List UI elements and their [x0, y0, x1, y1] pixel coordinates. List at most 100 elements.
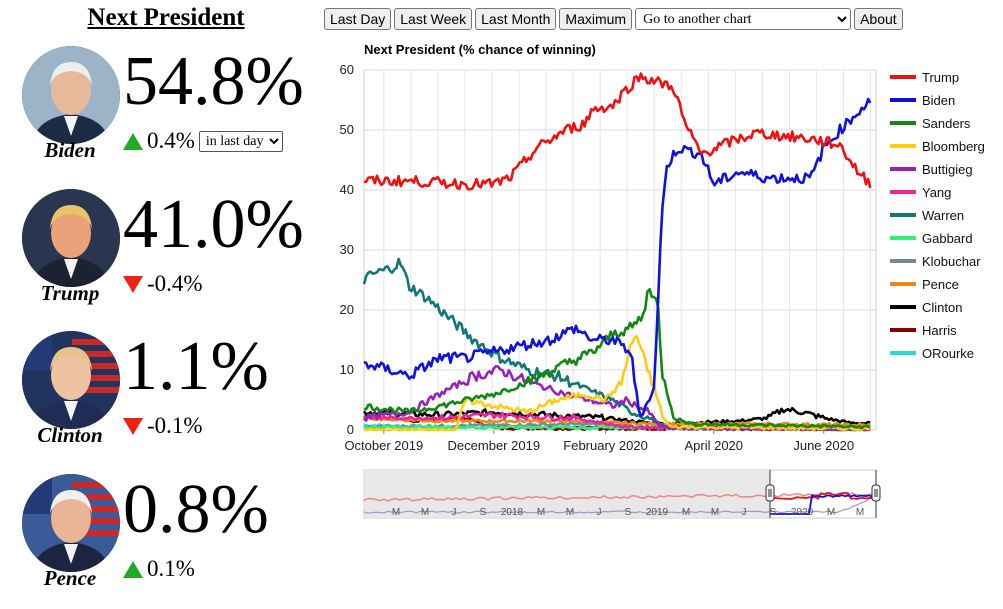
candidate-trump: Trump 41.0% -0.4%: [20, 186, 320, 324]
navigator-label: S: [480, 507, 487, 518]
last-month-button[interactable]: Last Month: [475, 8, 557, 30]
legend-item-yang: Yang: [890, 185, 951, 200]
candidate-name: Biden: [44, 138, 96, 162]
navigator-selected-trump: [769, 492, 876, 501]
navigator-label: J: [742, 507, 747, 518]
navigator-label: M: [566, 507, 574, 518]
toolbar: Last Day Last Week Last Month Maximum Go…: [324, 8, 903, 30]
x-tick-label: February 2020: [563, 438, 648, 453]
navigator-selected-biden: [770, 494, 876, 515]
win-percentage: 0.8%: [123, 471, 269, 548]
legend-item-bloomberg: Bloomberg: [890, 139, 985, 154]
navigator-label: M: [827, 507, 835, 518]
odds-chart: Next President (% chance of winning) 0 10…: [340, 42, 985, 519]
win-percentage: 1.1%: [123, 328, 269, 405]
legend-item-biden: Biden: [890, 93, 955, 108]
legend-label: Pence: [922, 277, 959, 292]
legend-item-trump: Trump: [890, 70, 959, 85]
navigator-label: M: [711, 507, 719, 518]
legend-item-harris: Harris: [890, 323, 957, 338]
y-tick-label: 30: [340, 242, 354, 257]
win-percentage: 54.8%: [123, 43, 304, 120]
navigator-right-handle[interactable]: [871, 470, 881, 518]
x-tick-label: June 2020: [793, 438, 854, 453]
page-title: Next President: [87, 4, 245, 31]
navigator-label: 2020: [791, 507, 814, 518]
y-tick-label: 0: [347, 422, 354, 437]
navigator-label: J: [452, 507, 457, 518]
series-line-sanders: [363, 287, 871, 430]
legend-item-orourke: ORourke: [890, 346, 974, 361]
y-tick-label: 50: [340, 122, 354, 137]
navigator-label: M: [856, 507, 864, 518]
legend-item-pence: Pence: [890, 277, 959, 292]
legend-label: Bloomberg: [922, 139, 985, 154]
legend-label: Harris: [922, 323, 957, 338]
y-tick-label: 10: [340, 362, 354, 377]
series-line-biden: [363, 97, 872, 418]
legend-label: Clinton: [922, 300, 962, 315]
chart-select[interactable]: Go to another chart: [635, 8, 852, 30]
legend-label: Gabbard: [922, 231, 973, 246]
candidate-name: Trump: [40, 281, 100, 305]
navigator-label: J: [597, 507, 602, 518]
candidate-pence: Pence 0.8% 0.1%: [20, 471, 320, 609]
last-day-button[interactable]: Last Day: [324, 8, 392, 30]
legend-label: Klobuchar: [922, 254, 981, 269]
up-arrow-icon: [123, 132, 143, 150]
change-value: -0.1%: [147, 413, 203, 438]
legend-label: ORourke: [922, 346, 974, 361]
up-arrow-icon: [123, 560, 143, 578]
legend-label: Trump: [922, 70, 959, 85]
navigator-label: M: [392, 507, 400, 518]
about-button[interactable]: About: [854, 8, 903, 30]
navigator-left-handle[interactable]: [765, 470, 775, 518]
avatar: [22, 189, 120, 287]
y-tick-label: 40: [340, 182, 354, 197]
change-row: -0.4%: [123, 271, 203, 297]
navigator-label: M: [537, 507, 545, 518]
legend-item-klobuchar: Klobuchar: [890, 254, 981, 269]
candidate-name: Pence: [43, 566, 97, 590]
last-week-button[interactable]: Last Week: [394, 8, 473, 30]
navigator-label: 2018: [501, 507, 524, 518]
win-percentage: 41.0%: [123, 186, 304, 263]
navigator-label: S: [770, 507, 777, 518]
navigator-label: M: [421, 507, 429, 518]
navigator-label: S: [625, 507, 632, 518]
legend-item-buttigieg: Buttigieg: [890, 162, 973, 177]
y-tick-label: 20: [340, 302, 354, 317]
chart-title: Next President (% chance of winning): [364, 42, 596, 57]
series-line-bloomberg: [363, 334, 871, 432]
legend-label: Buttigieg: [922, 162, 973, 177]
down-arrow-icon: [123, 275, 143, 293]
x-tick-label: April 2020: [684, 438, 743, 453]
navigator-label: 2019: [646, 507, 669, 518]
legend-label: Warren: [922, 208, 964, 223]
x-tick-label: December 2019: [448, 438, 541, 453]
change-row: 0.4% in last day: [123, 128, 283, 154]
avatar: [22, 474, 120, 572]
series-line-trump: [363, 72, 872, 191]
legend-item-gabbard: Gabbard: [890, 231, 973, 246]
series-line-pence: [362, 415, 871, 428]
change-value: -0.4%: [147, 271, 203, 296]
period-select[interactable]: in last day: [198, 130, 283, 152]
candidate-name: Clinton: [37, 423, 103, 447]
legend-label: Biden: [922, 93, 955, 108]
change-row: -0.1%: [123, 413, 203, 439]
navigator-label: M: [682, 507, 690, 518]
candidate-clinton: Clinton 1.1% -0.1%: [20, 328, 320, 466]
change-row: 0.1%: [123, 556, 195, 582]
candidate-biden: Biden 54.8% 0.4% in last day: [20, 43, 320, 181]
legend-item-sanders: Sanders: [890, 116, 971, 131]
navigator-trump-line: [363, 492, 877, 502]
change-value: 0.1%: [147, 556, 195, 581]
change-value: 0.4%: [147, 128, 195, 153]
down-arrow-icon: [123, 417, 143, 435]
maximum-button[interactable]: Maximum: [559, 8, 633, 30]
legend-item-warren: Warren: [890, 208, 964, 223]
avatar: [22, 331, 120, 429]
navigator-biden-line: [363, 495, 877, 514]
avatar: [22, 46, 120, 144]
